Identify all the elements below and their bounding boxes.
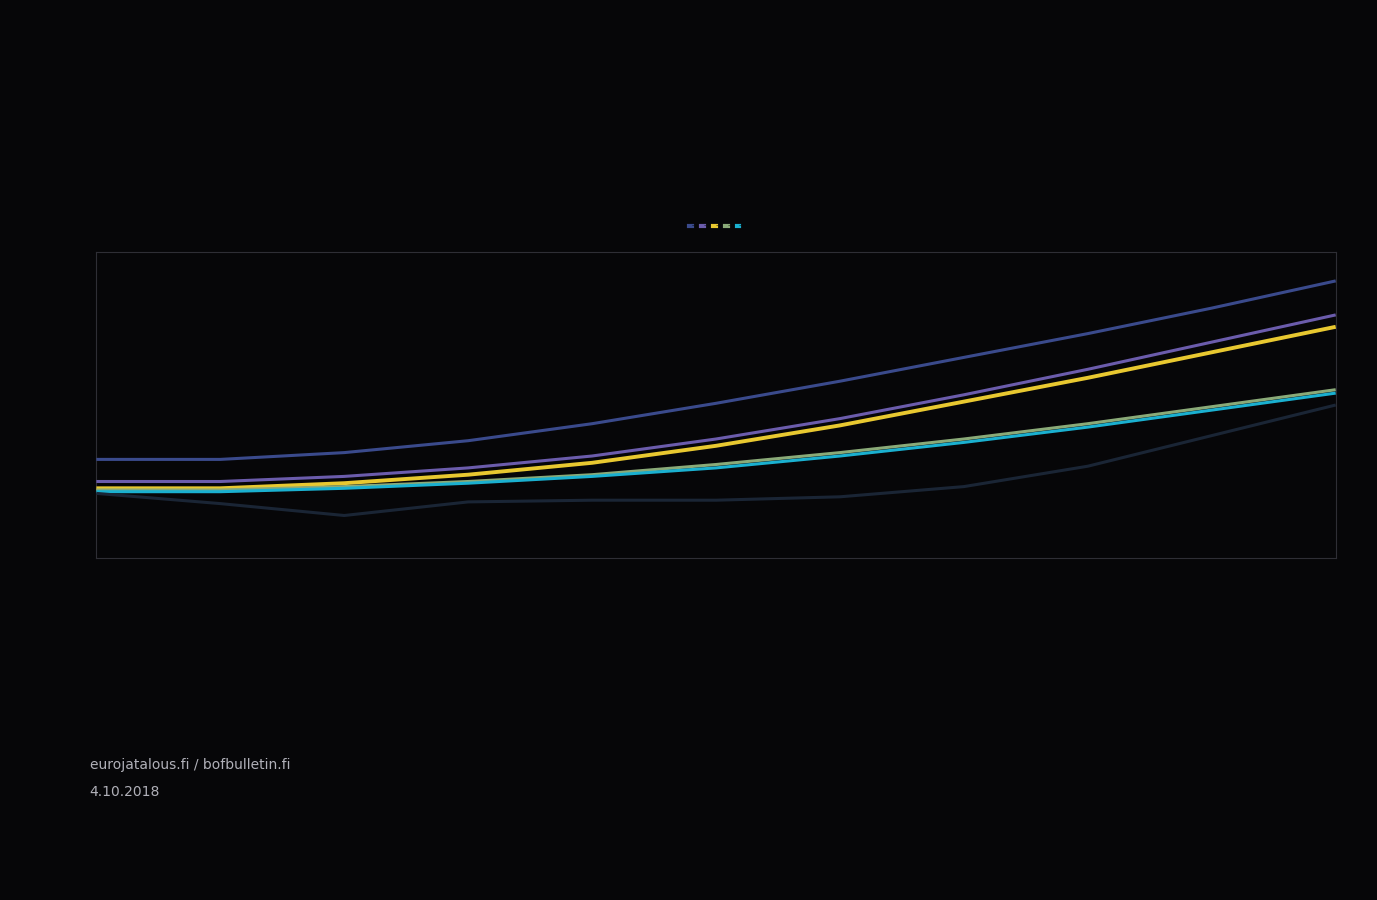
Text: eurojatalous.fi / bofbulletin.fi: eurojatalous.fi / bofbulletin.fi: [90, 759, 291, 772]
Legend: 2008, 2011, 2014, 2016, 2018: 2008, 2011, 2014, 2016, 2018: [688, 225, 744, 227]
Text: 4.10.2018: 4.10.2018: [90, 786, 160, 799]
